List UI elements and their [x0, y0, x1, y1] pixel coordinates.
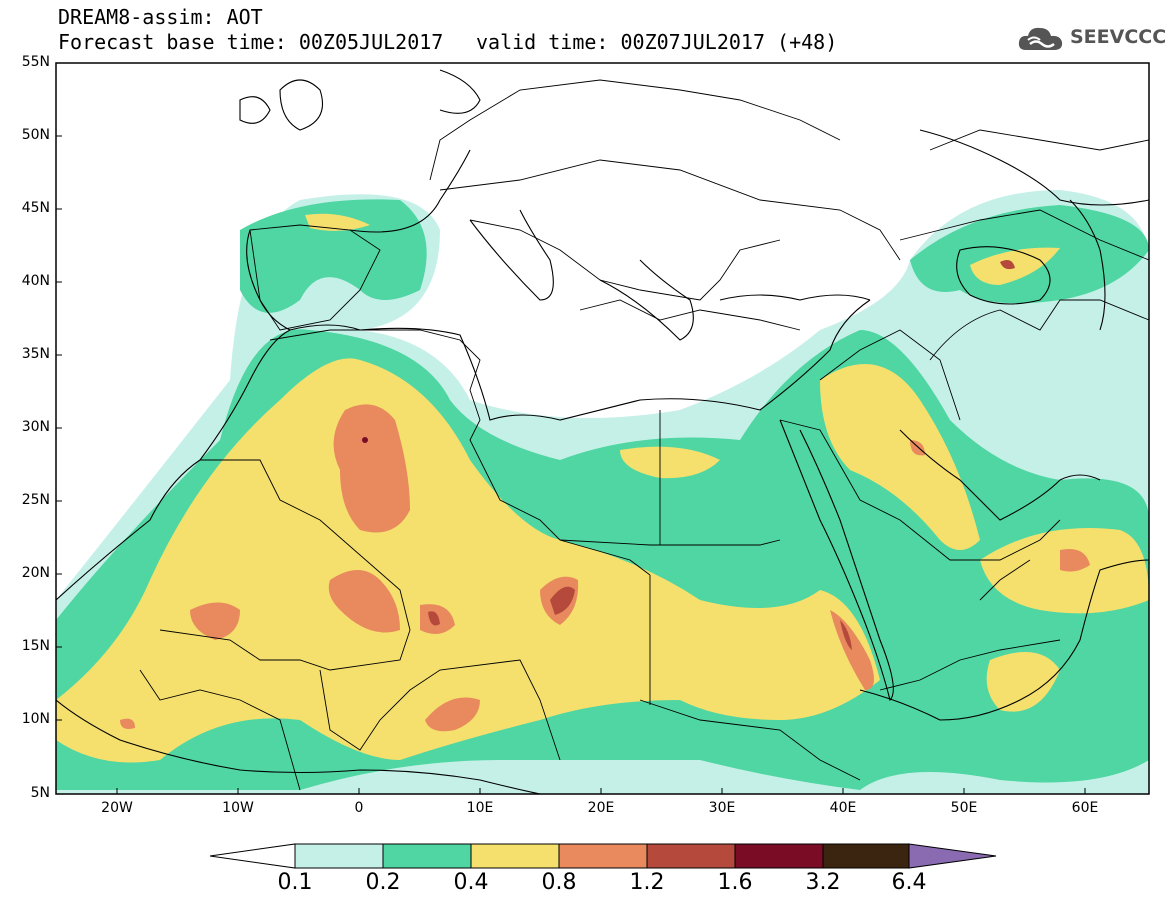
lat-ticks — [56, 62, 62, 721]
lat-label: 45N — [21, 200, 50, 216]
lat-label: 50N — [21, 127, 50, 143]
colorbar-swatch-3 — [470, 843, 560, 869]
lon-ticks — [116, 788, 1086, 794]
colorbar-label: 1.2 — [629, 870, 665, 895]
lon-label: 20W — [101, 800, 133, 816]
colorbar-label: 0.4 — [453, 870, 489, 895]
aot-layer-1-2 — [428, 260, 1015, 650]
cloud-icon — [1018, 27, 1063, 50]
lat-label: 20N — [21, 565, 50, 581]
lon-label: 50E — [950, 800, 978, 816]
lat-label: 55N — [21, 54, 50, 70]
colorbar-swatch-6 — [734, 843, 824, 869]
lat-label: 25N — [21, 492, 50, 508]
lon-label: 0 — [354, 800, 364, 816]
lat-label: 10N — [21, 711, 50, 727]
logo-text: SEEVCCC — [1070, 26, 1165, 48]
lon-label: 40E — [829, 800, 857, 816]
lat-label: 15N — [21, 638, 50, 654]
lat-label: 35N — [21, 346, 50, 362]
forecast-base-time: Forecast base time: 00Z05JUL2017 — [58, 30, 444, 54]
colorbar-swatch-1 — [294, 843, 384, 869]
colorbar-label: 6.4 — [891, 870, 927, 895]
colorbar-label: 1.6 — [717, 870, 753, 895]
aot-layer-1-6 — [362, 437, 368, 443]
colorbar-label: 0.2 — [365, 870, 401, 895]
colorbar-over-arrow — [908, 843, 997, 869]
colorbar-label: 0.1 — [277, 870, 313, 895]
colorbar-swatch-5 — [646, 843, 736, 869]
colorbar-swatch-2 — [382, 843, 472, 869]
colorbar-swatch-4 — [558, 843, 648, 869]
lon-label: 30E — [708, 800, 736, 816]
seevccc-logo: SEEVCCC — [1016, 22, 1165, 56]
coastlines — [56, 69, 1149, 794]
lon-label: 10W — [222, 800, 254, 816]
valid-time: valid time: 00Z07JUL2017 (+48) — [476, 30, 838, 54]
lon-label: 60E — [1071, 800, 1099, 816]
lon-label: 10E — [466, 800, 494, 816]
model-title: DREAM8-assim: AOT — [58, 5, 263, 29]
colorbar-swatch-7 — [822, 843, 910, 869]
lon-label: 20E — [587, 800, 615, 816]
colorbar-label: 3.2 — [805, 870, 841, 895]
aot-layer-0-8 — [120, 404, 1090, 732]
colorbar-label: 0.8 — [541, 870, 577, 895]
lat-label: 40N — [21, 273, 50, 289]
lat-label: 30N — [21, 419, 50, 435]
colorbar — [209, 843, 997, 869]
lat-label: 5N — [30, 785, 50, 801]
colorbar-under-arrow — [209, 843, 296, 869]
